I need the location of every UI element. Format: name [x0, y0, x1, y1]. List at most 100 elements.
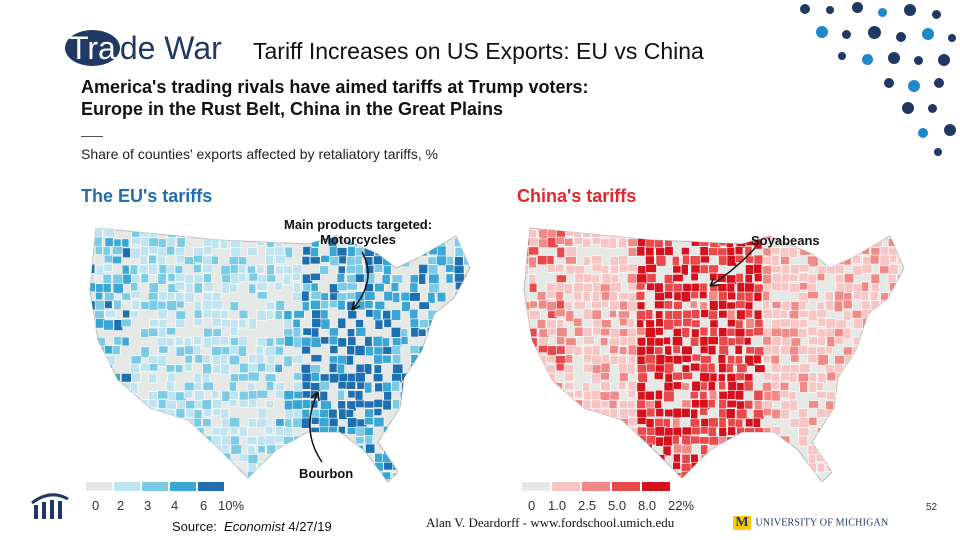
china-county-cell [816, 309, 827, 318]
china-county-cell [727, 426, 736, 436]
china-county-cell [673, 319, 683, 328]
eu-map-title: The EU's tariffs [81, 186, 213, 206]
china-county-cell [734, 390, 745, 401]
eu-annotation-bourbon: Bourbon [299, 466, 354, 481]
eu-county-cell [113, 299, 122, 311]
china-county-cell [734, 246, 744, 255]
china-county-cell [662, 445, 672, 457]
eu-legend-swatch-0 [86, 482, 112, 491]
eu-county-cell [112, 255, 122, 265]
china-county-cell [699, 290, 708, 299]
china-county-cell [752, 417, 761, 428]
eu-county-cell [373, 373, 384, 382]
china-county-cell [664, 246, 674, 256]
eu-county-cell [329, 345, 339, 354]
eu-county-cell [229, 301, 239, 311]
eu-legend-label-1: 2 [117, 498, 125, 513]
eu-county-cell [354, 345, 366, 356]
china-legend: 0 1.0 2.5 5.0 8.0 22% [522, 482, 702, 518]
eu-annotation-motorcycles: Main products targeted: Motorcycles [284, 217, 432, 247]
eu-legend: 0 2 3 4 6 10% [86, 482, 246, 518]
china-county-cell [754, 364, 766, 373]
china-county-cell [573, 317, 583, 327]
eu-county-cell [257, 445, 266, 454]
slide-subtitle: Tariff Increases on US Exports: EU vs Ch… [253, 38, 704, 65]
china-county-cell [771, 265, 782, 274]
eu-county-cell [203, 246, 213, 255]
china-county-cell [753, 273, 763, 282]
eu-county-cell [264, 426, 274, 435]
china-county-cell [655, 327, 664, 336]
eu-county-cell [175, 364, 184, 373]
eu-county-cell [274, 345, 284, 356]
china-county-cell [869, 254, 880, 265]
eu-county-cell [176, 237, 186, 248]
school-logo-icon [31, 493, 69, 519]
university-name: UNIVERSITY OF MICHIGAN [755, 517, 889, 529]
eu-county-cell [176, 300, 185, 309]
china-county-cell [825, 346, 833, 354]
china-county-cell [627, 318, 635, 328]
china-county-cell [636, 337, 647, 347]
china-county-cell [691, 309, 701, 319]
eu-county-cell [140, 273, 149, 284]
eu-county-cell [300, 417, 312, 429]
eu-legend-label-3: 4 [171, 498, 179, 513]
eu-county-cell [193, 417, 202, 428]
china-county-cell [727, 291, 737, 301]
china-county-cell [645, 263, 657, 273]
eu-county-cell [445, 273, 454, 284]
china-legend-swatch-1 [552, 482, 580, 491]
eu-county-cell [157, 355, 168, 367]
china-county-cell [689, 391, 699, 400]
eu-legend-swatch-4 [198, 482, 224, 491]
china-county-cell [753, 354, 762, 365]
eu-county-cell [418, 301, 430, 310]
china-county-cell [556, 336, 566, 345]
china-county-cell [725, 363, 734, 373]
china-county-cell [529, 282, 538, 293]
china-county-cell [790, 354, 800, 363]
eu-county-cell [131, 372, 141, 383]
eu-county-cell [202, 381, 214, 391]
eu-county-cell [111, 345, 121, 355]
eu-county-cell [345, 381, 357, 390]
china-county-cell [808, 400, 819, 409]
eu-county-cell [337, 299, 346, 311]
china-county-cell [582, 291, 591, 302]
china-county-cell [825, 299, 834, 311]
china-legend-swatch-2 [582, 482, 610, 491]
china-county-cell [564, 238, 574, 247]
china-county-cell [681, 408, 691, 418]
eu-county-cell [365, 443, 376, 454]
eu-county-cell [121, 336, 130, 347]
eu-county-cell [210, 255, 219, 265]
eu-legend-swatch-3 [170, 482, 196, 491]
eu-county-cell [166, 327, 176, 336]
china-county-cell [808, 416, 818, 426]
china-county-cell [799, 381, 808, 393]
china-county-cell [817, 462, 825, 473]
eu-county-cell [184, 362, 193, 372]
china-county-cell [573, 291, 583, 301]
eu-county-cell [319, 380, 330, 391]
china-county-cell [564, 372, 575, 382]
eu-county-cell [364, 417, 374, 426]
slide-title-highlight: Tra [65, 30, 120, 66]
china-county-cell [817, 354, 829, 366]
source-publication: Economist [224, 519, 285, 534]
china-county-cell [609, 390, 620, 401]
eu-county-cell [283, 355, 293, 368]
eu-county-cell [320, 318, 331, 330]
china-county-cell [528, 246, 540, 256]
headline-line-1: America's trading rivals have aimed tari… [81, 77, 589, 97]
source-prefix: Source: [172, 519, 225, 534]
china-county-cell [807, 326, 818, 336]
china-county-cell [744, 400, 754, 410]
eu-county-cell [400, 336, 409, 345]
china-legend-swatch-0 [522, 482, 550, 491]
eu-county-cell [427, 292, 436, 304]
eu-legend-label-5: 10% [218, 498, 245, 513]
china-tariff-map [523, 227, 905, 483]
